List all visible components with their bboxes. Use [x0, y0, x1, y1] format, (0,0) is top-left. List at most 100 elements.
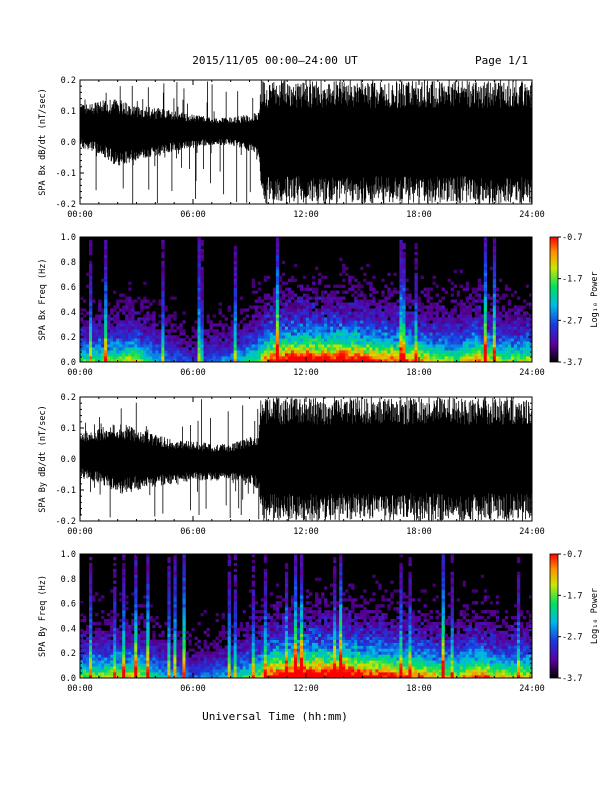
spectrogram-cell [107, 654, 110, 657]
spectrogram-cell [86, 356, 89, 359]
spectrogram-cell [89, 572, 92, 575]
spectrogram-cell [207, 657, 210, 660]
spectrogram-cell [303, 276, 306, 279]
spectrogram-cell [478, 311, 481, 314]
spectrogram-cell [228, 326, 231, 329]
spectrogram-cell [324, 297, 327, 300]
spectrogram-cell [502, 326, 505, 329]
spectrogram-cell [137, 353, 140, 356]
spectrogram-cell [89, 249, 92, 252]
spectrogram-cell [164, 335, 167, 338]
spectrogram-cell [146, 669, 149, 672]
spectrogram-cell [131, 347, 134, 350]
spectrogram-cell [270, 297, 273, 300]
spectrogram-cell [243, 308, 246, 311]
spectrogram-cell [158, 651, 161, 654]
spectrogram-cell [125, 326, 128, 329]
spectrogram-cell [182, 666, 185, 669]
spectrogram-cell [375, 332, 378, 335]
spectrogram-cell [387, 323, 390, 326]
spectrogram-cell [116, 332, 119, 335]
spectrogram-cell [393, 291, 396, 294]
spectrogram-cell [294, 311, 297, 314]
spectrogram-cell [484, 323, 487, 326]
spectrogram-cell [131, 302, 134, 305]
spectrogram-cell [98, 335, 101, 338]
spectrogram-cell [526, 353, 529, 356]
spectrogram-cell [276, 308, 279, 311]
spectrogram-cell [451, 350, 454, 353]
spectrogram-cell [490, 338, 493, 341]
spectrogram-cell [360, 291, 363, 294]
spectrogram-cell [306, 350, 309, 353]
spectrogram-cell [89, 648, 92, 651]
spectrogram-cell [288, 311, 291, 314]
spectrogram-cell [225, 356, 228, 359]
spectrogram-cell [204, 329, 207, 332]
spectrogram-cell [390, 332, 393, 335]
spectrogram-cell [176, 326, 179, 329]
spectrogram-cell [134, 323, 137, 326]
spectrogram-cell [104, 335, 107, 338]
spectrogram-cell [152, 326, 155, 329]
spectrogram-cell [201, 300, 204, 303]
spectrogram-cell [204, 663, 207, 666]
spectrogram-cell [173, 663, 176, 666]
spectrogram-cell [405, 341, 408, 344]
spectrogram-cell [225, 350, 228, 353]
spectrogram-cell [234, 595, 237, 598]
spectrogram-cell [185, 663, 188, 666]
spectrogram-cell [381, 300, 384, 303]
spectrogram-cell [143, 622, 146, 625]
spectrogram-cell [155, 643, 158, 646]
spectrogram-cell [261, 604, 264, 607]
spectrogram-cell [309, 350, 312, 353]
spectrogram-cell [182, 625, 185, 628]
spectrogram-cell [155, 646, 158, 649]
spectrogram-cell [414, 341, 417, 344]
spectrogram-cell [309, 314, 312, 317]
spectrogram-cell [219, 648, 222, 651]
spectrogram-cell [167, 581, 170, 584]
spectrogram-cell [309, 353, 312, 356]
spectrogram-cell [505, 285, 508, 288]
spectrogram-cell [312, 341, 315, 344]
spectrogram-cell [490, 314, 493, 317]
spectrogram-cell [493, 341, 496, 344]
spectrogram-cell [493, 282, 496, 285]
spectrogram-cell [270, 311, 273, 314]
spectrogram-cell [207, 332, 210, 335]
spectrogram-cell [182, 592, 185, 595]
spectrogram-cell [282, 291, 285, 294]
spectrogram-cell [430, 308, 433, 311]
spectrogram-cell [234, 557, 237, 560]
spectrogram-cell [201, 288, 204, 291]
spectrogram-cell [131, 335, 134, 338]
spectrogram-cell [182, 619, 185, 622]
spectrogram-cell [176, 356, 179, 359]
spectrogram-cell [86, 332, 89, 335]
spectrogram-cell [261, 637, 264, 640]
spectrogram-cell [113, 592, 116, 595]
spectrogram-cell [216, 356, 219, 359]
spectrogram-cell [508, 317, 511, 320]
spectrogram-cell [360, 317, 363, 320]
spectrogram-cell [303, 347, 306, 350]
spectrogram-cell [318, 326, 321, 329]
spectrogram-cell [113, 356, 116, 359]
spectrogram-cell [436, 323, 439, 326]
spectrogram-cell [249, 338, 252, 341]
spectrogram-cell [113, 335, 116, 338]
spectrogram-cell [219, 344, 222, 347]
spectrogram-cell [469, 335, 472, 338]
spectrogram-cell [351, 294, 354, 297]
spectrogram-cell [179, 646, 182, 649]
spectrogram-cell [445, 317, 448, 320]
spectrogram-cell [309, 326, 312, 329]
spectrogram-cell [125, 637, 128, 640]
spectrogram-cell [234, 669, 237, 672]
spectrogram-cell [372, 302, 375, 305]
spectrogram-cell [276, 276, 279, 279]
spectrogram-cell [324, 332, 327, 335]
spectrogram-cell [116, 300, 119, 303]
